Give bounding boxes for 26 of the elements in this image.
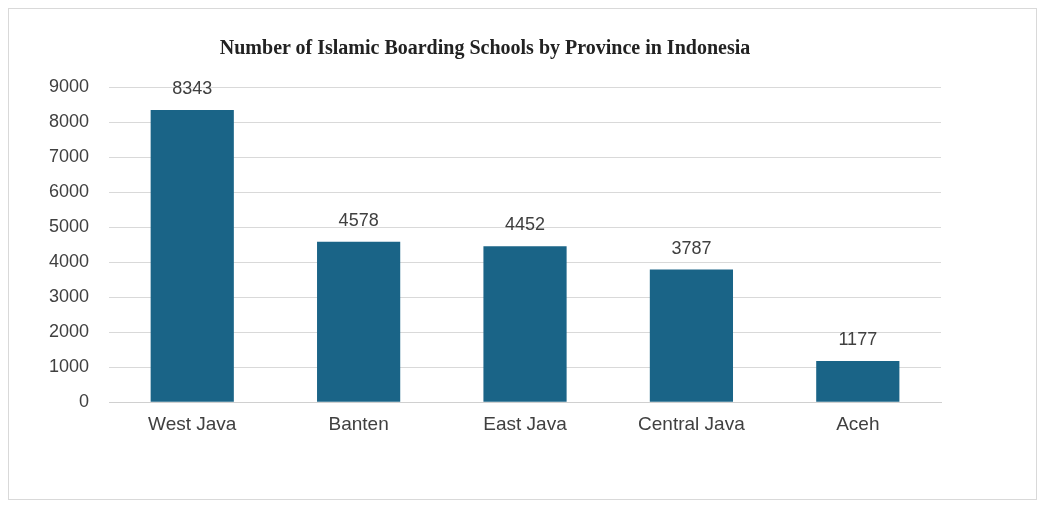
x-tick-label: East Java — [483, 412, 568, 434]
data-label: 4452 — [505, 214, 546, 235]
x-tick-label: Banten — [328, 412, 389, 434]
bar — [816, 360, 900, 402]
data-label: 3787 — [671, 237, 712, 258]
bar — [649, 269, 734, 402]
data-label: 8343 — [172, 77, 213, 98]
y-tick-label: 2000 — [49, 321, 90, 342]
y-tick-label: 8000 — [49, 110, 90, 131]
y-tick-label: 7000 — [49, 146, 90, 167]
data-label: 1177 — [838, 328, 878, 349]
y-tick-label: 0 — [79, 391, 90, 412]
y-tick-label: 3000 — [49, 286, 90, 307]
bar — [317, 241, 401, 402]
data-label: 4578 — [338, 209, 379, 230]
bar — [150, 110, 234, 402]
y-tick-label: 4000 — [49, 251, 90, 272]
x-tick-label: West Java — [148, 412, 237, 434]
bar — [483, 246, 567, 402]
y-tick-label: 6000 — [49, 181, 90, 202]
y-tick-label: 1000 — [49, 356, 90, 377]
y-tick-label: 5000 — [49, 216, 90, 237]
y-tick-label: 9000 — [49, 75, 90, 96]
x-tick-label: Aceh — [836, 412, 880, 434]
x-tick-label: Central Java — [638, 412, 746, 434]
chart-title: Number of Islamic Boarding Schools by Province in Indonesia — [219, 36, 751, 60]
